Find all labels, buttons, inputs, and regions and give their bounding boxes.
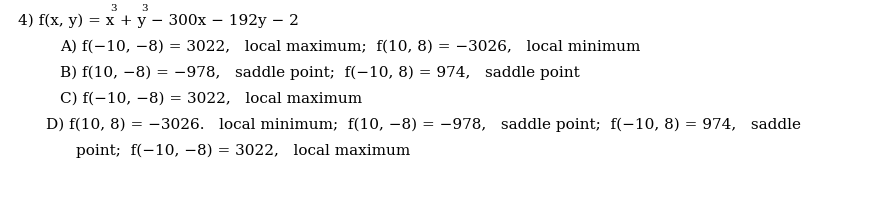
Text: D) f(10, 8) = −3026.   local minimum;  f(10, −8) = −978,   saddle point;  f(−10,: D) f(10, 8) = −3026. local minimum; f(10… <box>46 118 801 132</box>
Text: point;  f(−10, −8) = 3022,   local maximum: point; f(−10, −8) = 3022, local maximum <box>76 144 410 158</box>
Text: A) f(−10, −8) = 3022,   local maximum;  f(10, 8) = −3026,   local minimum: A) f(−10, −8) = 3022, local maximum; f(1… <box>60 40 641 54</box>
Text: B) f(10, −8) = −978,   saddle point;  f(−10, 8) = 974,   saddle point: B) f(10, −8) = −978, saddle point; f(−10… <box>60 66 580 80</box>
Text: − 300x − 192y − 2: − 300x − 192y − 2 <box>146 14 298 28</box>
Text: 3: 3 <box>110 4 117 13</box>
Text: 3: 3 <box>142 4 148 13</box>
Text: 4) f(x, y) = x: 4) f(x, y) = x <box>18 14 115 28</box>
Text: + y: + y <box>115 14 146 28</box>
Text: C) f(−10, −8) = 3022,   local maximum: C) f(−10, −8) = 3022, local maximum <box>60 92 362 106</box>
